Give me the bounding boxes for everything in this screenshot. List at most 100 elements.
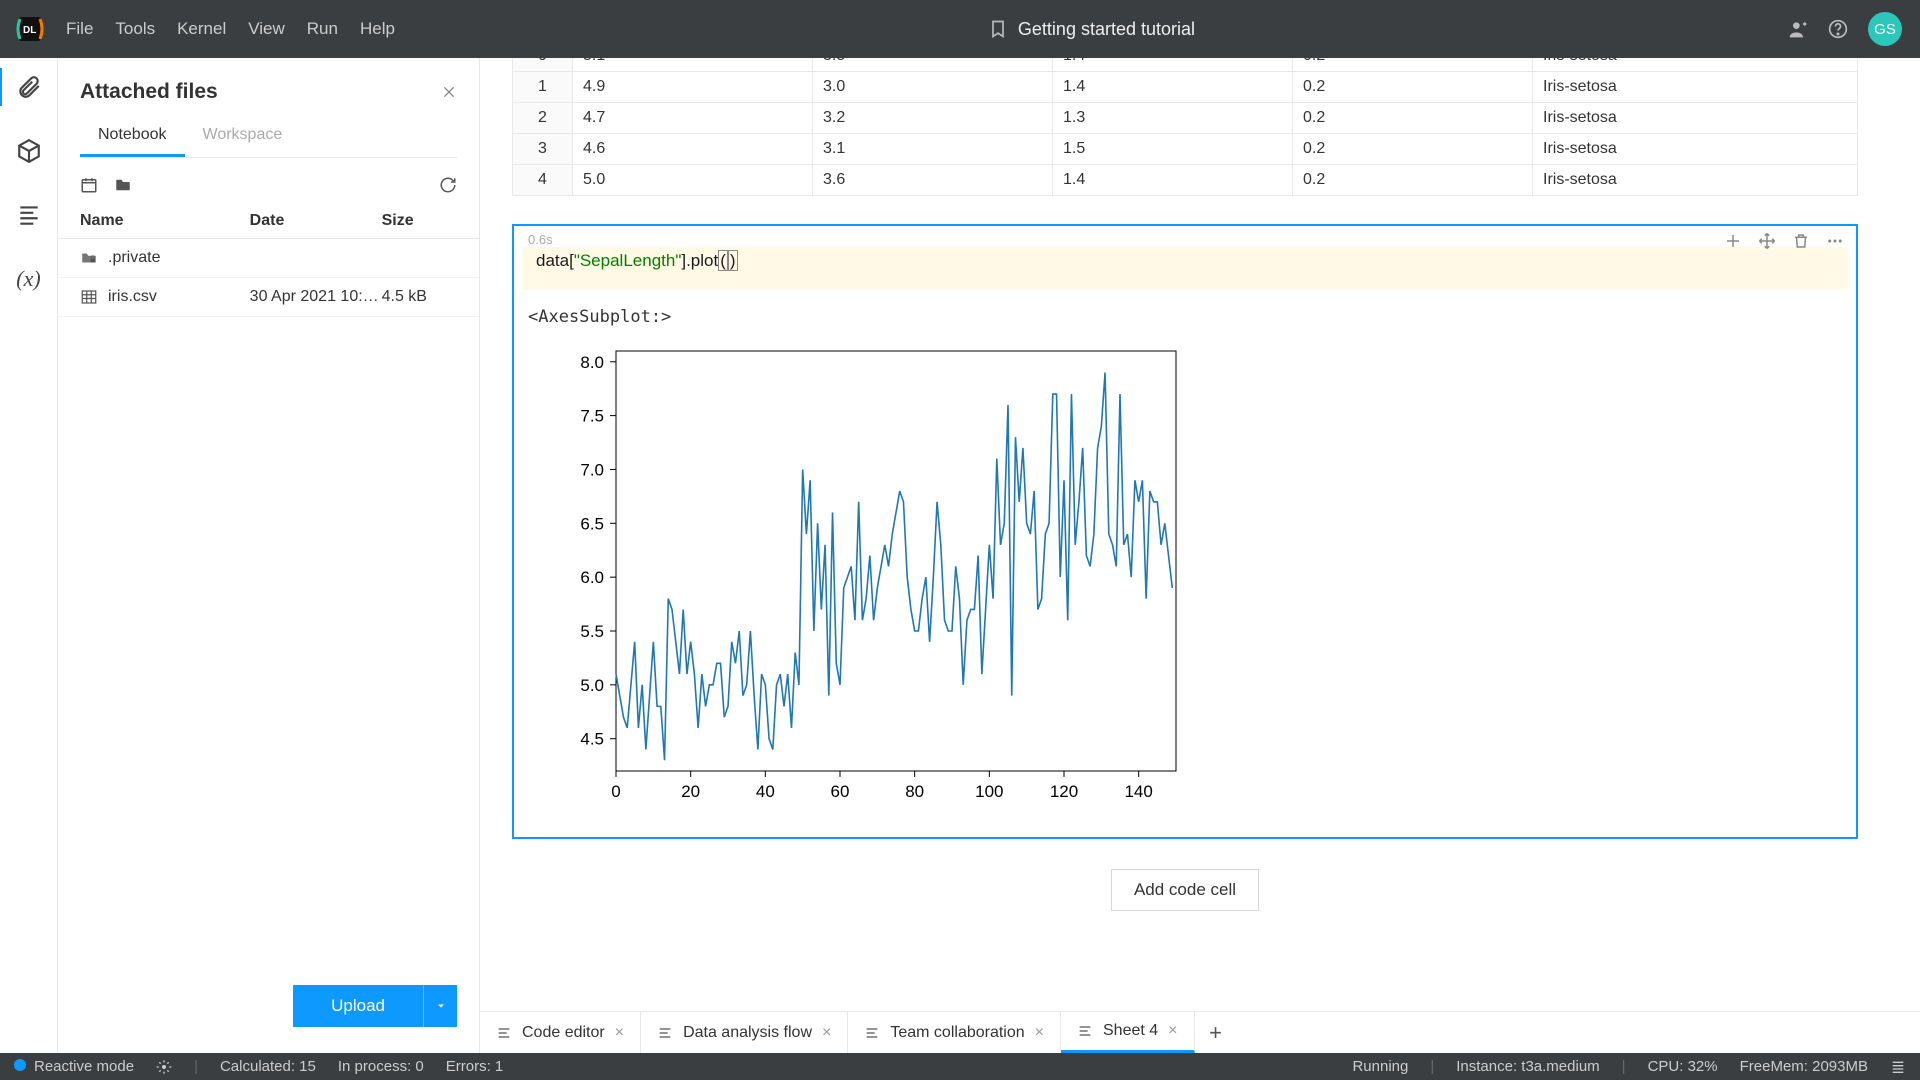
left-tool-rail: (x): [0, 58, 58, 1053]
bottom-sheet-tabs: Code editor×Data analysis flow×Team coll…: [480, 1011, 1920, 1053]
file-size: 4.5 kB: [382, 288, 457, 306]
svg-text:5.5: 5.5: [580, 622, 604, 641]
svg-text:6.0: 6.0: [580, 568, 604, 587]
sheet-tab[interactable]: Code editor×: [480, 1012, 641, 1053]
table-row: 24.73.21.30.2Iris-setosa: [513, 103, 1858, 134]
close-tab-icon[interactable]: ×: [615, 1024, 624, 1042]
folder-icon[interactable]: [114, 176, 132, 194]
svg-text:120: 120: [1050, 782, 1078, 801]
app-logo[interactable]: DL: [12, 11, 48, 47]
calendar-icon[interactable]: [80, 176, 98, 194]
delete-icon[interactable]: [1792, 232, 1810, 250]
rail-attached-files[interactable]: [0, 68, 55, 106]
sheet-tab[interactable]: Team collaboration×: [848, 1012, 1061, 1053]
col-header-name[interactable]: Name: [80, 212, 250, 230]
rail-variables[interactable]: (x): [0, 260, 57, 298]
menu-kernel[interactable]: Kernel: [177, 19, 226, 39]
attached-files-panel: Attached files Notebook Workspace Name D…: [58, 58, 480, 1053]
svg-text:8.0: 8.0: [580, 353, 604, 372]
errors-count: Errors: 1: [446, 1058, 504, 1075]
svg-text:4.5: 4.5: [580, 730, 604, 749]
add-sheet-button[interactable]: +: [1195, 1012, 1237, 1053]
svg-text:140: 140: [1124, 782, 1152, 801]
sheet-icon: [657, 1025, 673, 1041]
status-bar: Reactive mode | Calculated: 15 In proces…: [0, 1053, 1920, 1080]
top-menu-bar: DL File Tools Kernel View Run Help Getti…: [0, 0, 1920, 58]
inprocess-count: In process: 0: [338, 1058, 424, 1075]
move-icon[interactable]: [1758, 232, 1776, 250]
col-header-date[interactable]: Date: [250, 212, 382, 230]
paperclip-icon: [16, 74, 42, 100]
menu-tools[interactable]: Tools: [115, 19, 155, 39]
table-row: 14.93.01.40.2Iris-setosa: [513, 72, 1858, 103]
table-file-icon: [80, 288, 98, 306]
file-row[interactable]: .private: [58, 239, 479, 278]
tab-notebook[interactable]: Notebook: [80, 116, 185, 157]
close-tab-icon[interactable]: ×: [1035, 1024, 1044, 1042]
add-icon[interactable]: [1724, 232, 1742, 250]
folder-lock-icon: [80, 249, 98, 267]
add-code-cell-button[interactable]: Add code cell: [1111, 869, 1259, 911]
rail-packages[interactable]: [0, 132, 57, 170]
close-panel-icon[interactable]: [441, 84, 457, 100]
sheet-icon: [864, 1025, 880, 1041]
sheet-icon: [1077, 1023, 1093, 1039]
refresh-icon[interactable]: [439, 176, 457, 194]
help-icon[interactable]: [1828, 19, 1848, 39]
menu-file[interactable]: File: [66, 19, 93, 39]
code-cell[interactable]: 0.6s data["SepalLength"].plot() <AxesSub…: [512, 224, 1858, 839]
upload-button[interactable]: Upload: [293, 985, 423, 1027]
cell-output: <AxesSubplot:> 4.5 5.0 5.5 6.0 6.5 7.0 7.5 8.0 0…: [514, 289, 1856, 837]
upload-dropdown-button[interactable]: [423, 985, 457, 1027]
table-row: 05.13.51.40.2Iris-setosa: [513, 58, 1858, 72]
file-date: 30 Apr 2021 10:…: [250, 288, 382, 306]
user-add-icon[interactable]: [1788, 19, 1808, 39]
svg-text:5.0: 5.0: [580, 676, 604, 695]
sheet-tab[interactable]: Sheet 4×: [1061, 1012, 1195, 1053]
file-row[interactable]: iris.csv 30 Apr 2021 10:… 4.5 kB: [58, 278, 479, 317]
instance-info: Instance: t3a.medium: [1456, 1058, 1599, 1075]
variables-icon: (x): [16, 266, 40, 292]
sheet-tab[interactable]: Data analysis flow×: [641, 1012, 848, 1053]
rail-outline[interactable]: [0, 196, 57, 234]
close-tab-icon[interactable]: ×: [1168, 1022, 1177, 1040]
svg-text:7.0: 7.0: [580, 460, 604, 479]
svg-text:0: 0: [611, 782, 620, 801]
document-title: Getting started tutorial: [1018, 19, 1195, 40]
file-name: .private: [108, 249, 160, 267]
panel-toggle-icon[interactable]: [1890, 1059, 1906, 1075]
notebook-main-area: 05.13.51.40.2Iris-setosa14.93.01.40.2Iri…: [480, 58, 1920, 1022]
main-menu: File Tools Kernel View Run Help: [66, 19, 395, 39]
mem-usage: FreeMem: 2093MB: [1740, 1058, 1868, 1075]
menu-help[interactable]: Help: [360, 19, 395, 39]
svg-text:80: 80: [905, 782, 924, 801]
calculated-count: Calculated: 15: [220, 1058, 316, 1075]
tab-workspace[interactable]: Workspace: [185, 116, 301, 157]
reactive-mode-indicator[interactable]: Reactive mode: [14, 1058, 134, 1075]
svg-text:100: 100: [975, 782, 1003, 801]
menu-view[interactable]: View: [248, 19, 285, 39]
cell-toolbar: [1724, 232, 1844, 250]
settings-icon[interactable]: [156, 1059, 172, 1075]
menu-run[interactable]: Run: [307, 19, 338, 39]
sheet-icon: [496, 1025, 512, 1041]
svg-text:7.5: 7.5: [580, 407, 604, 426]
chevron-down-icon: [435, 1000, 447, 1012]
outline-icon: [16, 202, 42, 228]
package-icon: [16, 138, 42, 164]
user-avatar[interactable]: GS: [1868, 12, 1902, 46]
kernel-status: Running: [1352, 1058, 1408, 1075]
close-tab-icon[interactable]: ×: [822, 1024, 831, 1042]
panel-title: Attached files: [80, 80, 218, 104]
more-icon[interactable]: [1826, 232, 1844, 250]
code-editor-line[interactable]: data["SepalLength"].plot(): [522, 247, 1848, 289]
bookmark-icon: [988, 19, 1008, 39]
svg-text:6.5: 6.5: [580, 514, 604, 533]
document-title-wrap: Getting started tutorial: [395, 19, 1788, 40]
svg-text:DL: DL: [23, 25, 36, 36]
cell-timing: 0.6s: [514, 226, 1856, 247]
output-repr: <AxesSubplot:>: [528, 307, 1842, 327]
svg-text:40: 40: [756, 782, 775, 801]
col-header-size[interactable]: Size: [382, 212, 457, 230]
svg-text:60: 60: [831, 782, 850, 801]
